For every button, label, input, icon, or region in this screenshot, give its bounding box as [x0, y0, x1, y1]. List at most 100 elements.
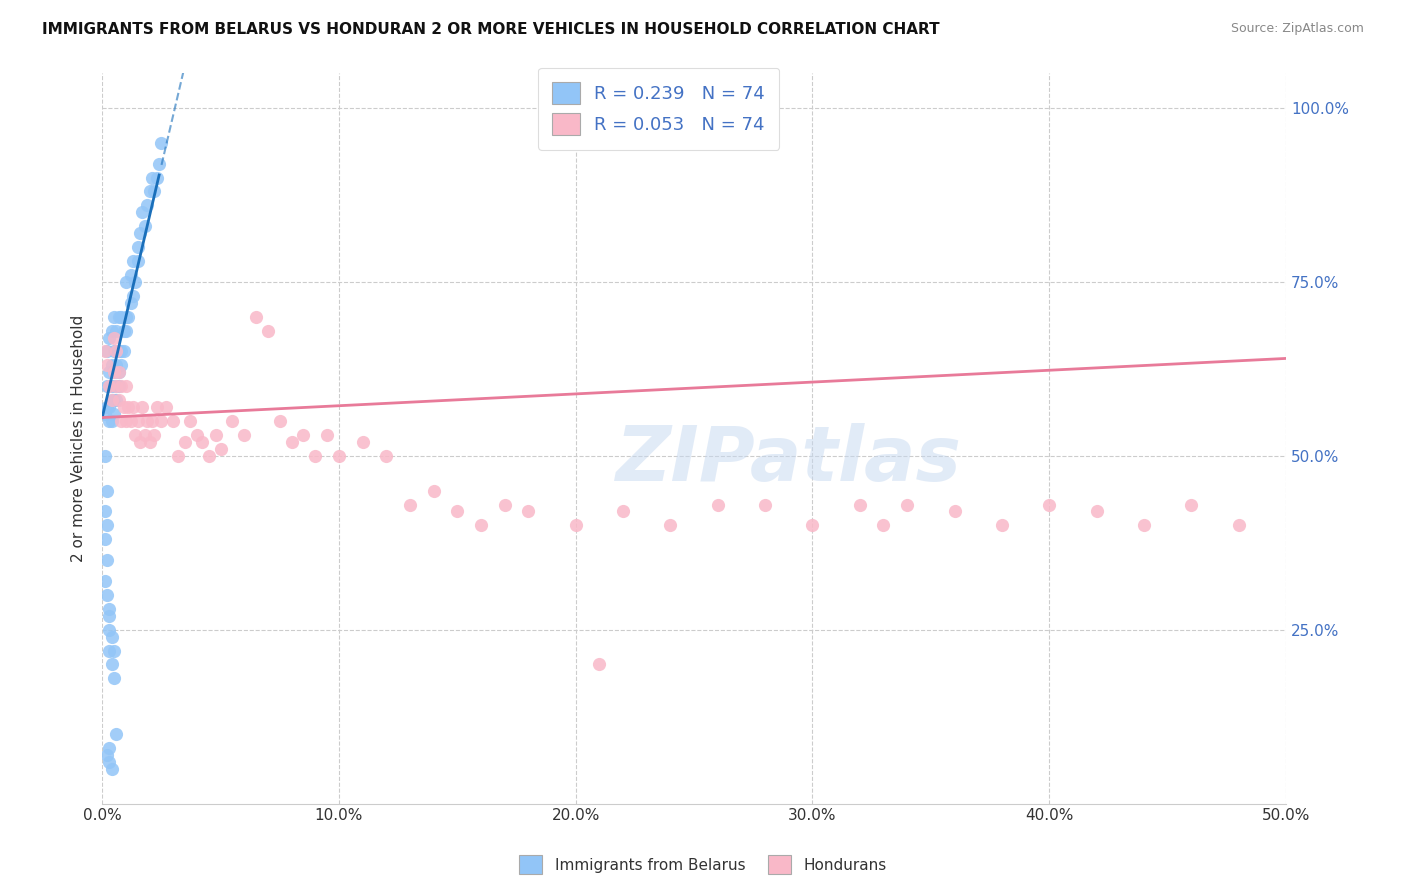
Point	[446, 504, 468, 518]
Point	[849, 498, 872, 512]
Point	[131, 205, 153, 219]
Point	[136, 198, 159, 212]
Text: IMMIGRANTS FROM BELARUS VS HONDURAN 2 OR MORE VEHICLES IN HOUSEHOLD CORRELATION : IMMIGRANTS FROM BELARUS VS HONDURAN 2 OR…	[42, 22, 939, 37]
Point	[103, 407, 125, 421]
Point	[134, 428, 156, 442]
Point	[100, 762, 122, 776]
Point	[115, 324, 138, 338]
Point	[107, 379, 129, 393]
Point	[110, 359, 132, 373]
Point	[150, 136, 173, 150]
Point	[162, 414, 184, 428]
Point	[1227, 518, 1250, 533]
Point	[221, 414, 243, 428]
Point	[103, 393, 125, 408]
Point	[107, 344, 129, 359]
Point	[120, 295, 142, 310]
Point	[205, 428, 228, 442]
Point	[112, 344, 135, 359]
Point	[131, 400, 153, 414]
Point	[107, 365, 129, 379]
Point	[1038, 498, 1060, 512]
Point	[155, 400, 177, 414]
Point	[100, 414, 122, 428]
Point	[98, 365, 121, 379]
Point	[564, 518, 586, 533]
Point	[103, 344, 125, 359]
Point	[110, 379, 132, 393]
Point	[304, 449, 326, 463]
Point	[117, 310, 139, 324]
Point	[706, 498, 728, 512]
Point	[107, 310, 129, 324]
Point	[991, 518, 1014, 533]
Point	[103, 672, 125, 686]
Point	[1085, 504, 1108, 518]
Point	[122, 254, 145, 268]
Point	[494, 498, 516, 512]
Point	[316, 428, 339, 442]
Point	[96, 553, 118, 567]
Point	[124, 275, 146, 289]
Point	[100, 359, 122, 373]
Point	[127, 414, 149, 428]
Point	[233, 428, 256, 442]
Point	[190, 434, 212, 449]
Point	[124, 428, 146, 442]
Point	[110, 310, 132, 324]
Point	[96, 747, 118, 762]
Point	[115, 310, 138, 324]
Point	[98, 643, 121, 657]
Point	[100, 393, 122, 408]
Text: ZIPatlas: ZIPatlas	[616, 424, 962, 498]
Legend: R = 0.239   N = 74, R = 0.053   N = 74: R = 0.239 N = 74, R = 0.053 N = 74	[538, 68, 779, 150]
Point	[129, 226, 152, 240]
Point	[107, 365, 129, 379]
Point	[105, 324, 128, 338]
Point	[98, 755, 121, 769]
Point	[93, 504, 115, 518]
Point	[422, 483, 444, 498]
Point	[100, 657, 122, 672]
Point	[100, 324, 122, 338]
Legend: Immigrants from Belarus, Hondurans: Immigrants from Belarus, Hondurans	[513, 849, 893, 880]
Point	[100, 393, 122, 408]
Point	[96, 344, 118, 359]
Point	[96, 518, 118, 533]
Point	[100, 379, 122, 393]
Point	[136, 414, 159, 428]
Point	[257, 324, 280, 338]
Point	[110, 344, 132, 359]
Point	[105, 344, 128, 359]
Point	[896, 498, 918, 512]
Point	[328, 449, 350, 463]
Point	[141, 170, 163, 185]
Point	[105, 359, 128, 373]
Point	[96, 379, 118, 393]
Point	[96, 588, 118, 602]
Point	[98, 602, 121, 616]
Point	[105, 379, 128, 393]
Point	[517, 504, 540, 518]
Point	[122, 289, 145, 303]
Point	[129, 434, 152, 449]
Point	[209, 442, 232, 456]
Y-axis label: 2 or more Vehicles in Household: 2 or more Vehicles in Household	[72, 315, 86, 562]
Point	[1133, 518, 1156, 533]
Point	[588, 657, 610, 672]
Point	[103, 330, 125, 344]
Point	[98, 414, 121, 428]
Point	[352, 434, 374, 449]
Point	[112, 400, 135, 414]
Point	[115, 275, 138, 289]
Point	[103, 365, 125, 379]
Point	[245, 310, 267, 324]
Point	[399, 498, 422, 512]
Point	[269, 414, 291, 428]
Point	[93, 407, 115, 421]
Point	[167, 449, 190, 463]
Point	[98, 379, 121, 393]
Point	[943, 504, 966, 518]
Point	[127, 240, 149, 254]
Point	[134, 219, 156, 234]
